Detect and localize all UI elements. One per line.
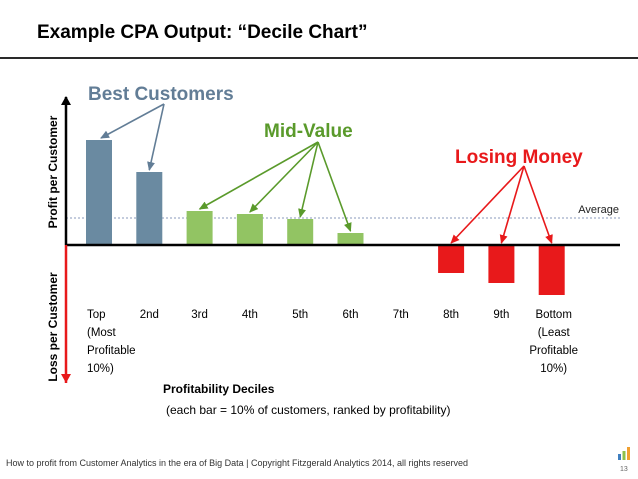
bar-decile-8	[438, 245, 465, 273]
annotation-arrow-mid-5	[298, 141, 319, 218]
annotation-best: Best Customers	[88, 84, 234, 105]
page-number: 13	[620, 466, 628, 473]
annotation-losing: Losing Money	[455, 147, 583, 168]
tick-label-2: 2nd	[140, 309, 159, 321]
tick-label-7: 7th	[393, 309, 409, 321]
tick-label-5: 5th	[292, 309, 308, 321]
bar-decile-3	[186, 211, 213, 245]
bar-chart-logo-icon	[618, 447, 630, 460]
tick-label-1: Top (Most Profitable 10%)	[87, 309, 136, 375]
tick-labels-group: Top (Most Profitable 10%) 2nd 3rd 4th 5th 6th 7th…	[87, 309, 578, 375]
average-label: Average	[578, 204, 619, 216]
annotation-mid: Mid-Value	[264, 121, 353, 142]
annotation-arrow-losing-8	[450, 165, 525, 244]
bar-decile-5	[287, 219, 314, 245]
tick-label-8: 8th	[443, 309, 459, 321]
bar-decile-1	[86, 140, 112, 245]
x-axis-sublabel: (each bar = 10% of customers, ranked by …	[166, 403, 450, 417]
tick-label-10: Bottom (Least Profitable 10%)	[529, 309, 578, 375]
annotation-arrow-mid-4	[249, 141, 319, 213]
annotations-group: Best Customers Mid-Value Losing Money	[88, 84, 583, 244]
slide-title: Example CPA Output: “Decile Chart”	[37, 22, 368, 43]
tick-label-3: 3rd	[191, 309, 208, 321]
x-axis-label: Profitability Deciles	[163, 382, 275, 396]
title-divider	[0, 57, 638, 59]
y-label-profit: Profit per Customer	[46, 115, 60, 228]
annotation-arrow-best-2	[147, 103, 165, 171]
tick-label-9: 9th	[493, 309, 509, 321]
tick-label-4: 4th	[242, 309, 258, 321]
tick-label-6: 6th	[343, 309, 359, 321]
annotation-arrow-mid-6	[317, 141, 352, 232]
annotation-arrow-mid-3	[198, 141, 319, 210]
y-label-loss: Loss per Customer	[46, 272, 60, 382]
annotation-arrow-losing-9	[499, 165, 525, 244]
footer-copyright: How to profit from Customer Analytics in…	[6, 458, 469, 468]
bar-decile-9	[488, 245, 515, 283]
annotation-arrow-losing-10	[523, 165, 553, 244]
bar-decile-2	[136, 172, 163, 245]
bar-decile-4	[236, 214, 263, 245]
bar-decile-10	[538, 245, 565, 295]
bars-group	[86, 140, 565, 295]
bar-decile-6	[337, 233, 364, 245]
annotation-arrow-best-1	[100, 103, 165, 139]
